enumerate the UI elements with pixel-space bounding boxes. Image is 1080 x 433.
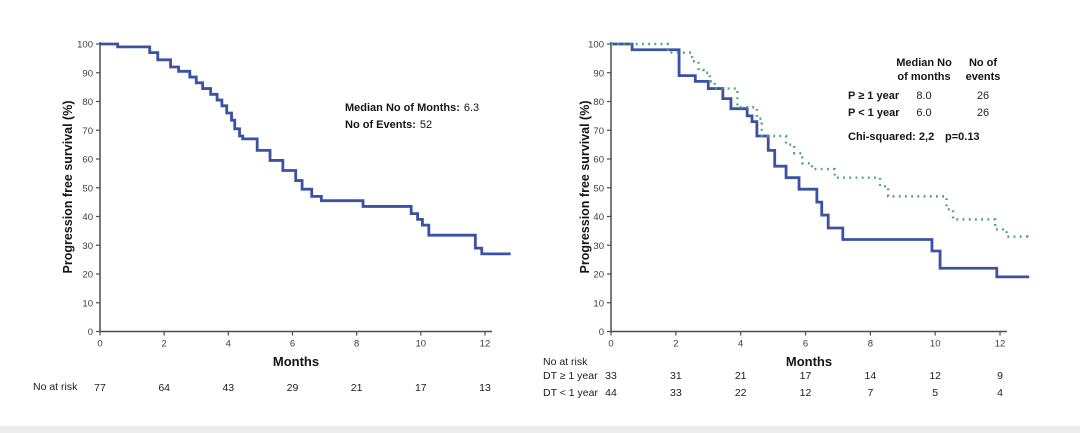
at-risk-value: 14 bbox=[864, 370, 877, 382]
x-tick-label: 10 bbox=[416, 339, 427, 350]
x-tick-label: 8 bbox=[868, 339, 873, 350]
table-row-p-ge-1yr-median: 8.0 bbox=[916, 90, 932, 102]
at-risk-value: 22 bbox=[734, 387, 747, 399]
y-tick-label: 70 bbox=[82, 126, 93, 137]
median-months-label: Median No of Months: bbox=[345, 102, 460, 114]
y-tick-label: 40 bbox=[593, 212, 604, 223]
x-tick-label: 10 bbox=[930, 339, 941, 350]
at-risk-value: 12 bbox=[929, 370, 942, 382]
y-tick-label: 50 bbox=[593, 183, 604, 194]
km-curve-p-ge-1-year bbox=[611, 42, 1029, 241]
km-curve-all-patients bbox=[100, 42, 511, 256]
y-tick-label: 40 bbox=[82, 212, 93, 223]
x-tick-label: 2 bbox=[673, 339, 678, 350]
events-label: No of Events: bbox=[345, 119, 416, 131]
at-risk-value: 21 bbox=[350, 382, 363, 394]
bottom-bar bbox=[0, 426, 1080, 433]
y-tick-label: 20 bbox=[82, 270, 93, 281]
at-risk-value: 43 bbox=[222, 382, 235, 394]
x-tick-label: 0 bbox=[608, 339, 613, 350]
table-row-p-lt-1yr-median: 6.0 bbox=[916, 107, 932, 119]
at-risk-value: 29 bbox=[286, 382, 299, 394]
at-risk-value: 33 bbox=[669, 387, 682, 399]
table-row-p-lt-1yr-events: 26 bbox=[976, 107, 990, 119]
y-tick-label: 10 bbox=[82, 298, 93, 309]
y-tick-label: 30 bbox=[593, 241, 604, 252]
right-y-axis-label: Progression free survival (%) bbox=[578, 100, 592, 274]
left-no-at-risk-label: No at risk bbox=[33, 381, 78, 393]
at-risk-value: 7 bbox=[867, 387, 874, 399]
table-row-p-ge-1yr-events: 26 bbox=[976, 90, 990, 102]
y-tick-label: 80 bbox=[82, 97, 93, 108]
at-risk-value: 17 bbox=[799, 370, 812, 382]
y-tick-label: 80 bbox=[593, 97, 604, 108]
at-risk-value: 9 bbox=[997, 370, 1003, 382]
y-tick-label: 10 bbox=[593, 298, 604, 309]
x-tick-label: 4 bbox=[738, 339, 743, 350]
y-tick-label: 60 bbox=[593, 155, 604, 166]
at-risk-value: 12 bbox=[799, 387, 812, 399]
right-no-at-risk-label: No at risk bbox=[543, 356, 588, 368]
chi-squared-stat: Chi-squared: 2,2 bbox=[848, 131, 935, 143]
at-risk-row-dt-lt-1yr-label: DT < 1 year bbox=[543, 387, 598, 399]
left-x-axis-label: Months bbox=[272, 354, 320, 369]
at-risk-value: 5 bbox=[932, 387, 939, 399]
right-km-chart: 0 10 20 30 40 50 60 70 80 90 100 0 2 4 6 8 10 12 bbox=[588, 40, 1030, 350]
y-tick-label: 90 bbox=[593, 68, 604, 79]
x-tick-label: 4 bbox=[226, 339, 231, 350]
y-tick-label: 100 bbox=[77, 40, 93, 51]
y-tick-label: 60 bbox=[82, 155, 93, 166]
at-risk-value: 21 bbox=[734, 370, 747, 382]
table-row-p-lt-1yr-label: P < 1 year bbox=[848, 107, 900, 119]
x-tick-label: 2 bbox=[162, 339, 167, 350]
left-y-axis-label: Progression free survival (%) bbox=[61, 100, 75, 274]
x-tick-label: 8 bbox=[354, 339, 359, 350]
at-risk-value: 31 bbox=[669, 370, 682, 382]
median-months-line: Median No of Months: 6.3 bbox=[345, 100, 479, 117]
at-risk-value: 77 bbox=[94, 382, 106, 394]
table-header-events: No of events bbox=[965, 57, 1001, 83]
x-tick-label: 0 bbox=[97, 339, 102, 350]
y-tick-label: 90 bbox=[82, 68, 93, 79]
events-value: 52 bbox=[419, 119, 433, 131]
x-tick-label: 6 bbox=[290, 339, 295, 350]
km-curve-p-lt-1-year bbox=[611, 42, 1030, 279]
at-risk-row-dt-ge-1yr-label: DT ≥ 1 year bbox=[543, 370, 598, 382]
at-risk-value: 17 bbox=[414, 382, 427, 394]
y-tick-label: 70 bbox=[593, 126, 604, 137]
table-header-median: Median No of months bbox=[896, 57, 952, 83]
p-value-stat: p=0.13 bbox=[945, 131, 980, 143]
events-line: No of Events: 52 bbox=[345, 117, 479, 134]
y-tick-label: 0 bbox=[599, 327, 604, 338]
median-months-value: 6.3 bbox=[463, 102, 480, 114]
x-tick-label: 12 bbox=[480, 339, 491, 350]
at-risk-value: 44 bbox=[605, 387, 617, 399]
y-tick-label: 0 bbox=[88, 327, 93, 338]
x-tick-label: 12 bbox=[995, 339, 1006, 350]
left-km-chart: 0 10 20 30 40 50 60 70 80 90 100 0 2 4 6 8 10 12 bbox=[77, 40, 511, 350]
y-tick-label: 20 bbox=[593, 270, 604, 281]
right-x-axis-label: Months bbox=[785, 354, 833, 369]
y-tick-label: 100 bbox=[588, 40, 604, 51]
x-tick-label: 6 bbox=[803, 339, 808, 350]
at-risk-value: 4 bbox=[997, 387, 1003, 399]
table-row-p-ge-1yr-label: P ≥ 1 year bbox=[848, 90, 900, 102]
at-risk-value: 13 bbox=[479, 382, 491, 394]
left-annotation: Median No of Months: 6.3 No of Events: 52 bbox=[345, 100, 479, 134]
y-tick-label: 30 bbox=[82, 241, 93, 252]
y-tick-label: 50 bbox=[82, 183, 93, 194]
at-risk-value: 33 bbox=[605, 370, 617, 382]
at-risk-value: 64 bbox=[158, 382, 170, 394]
